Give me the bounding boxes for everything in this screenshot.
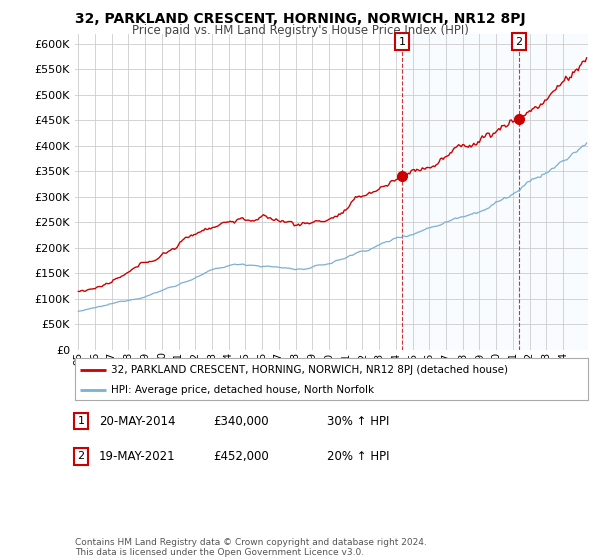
- Text: 30% ↑ HPI: 30% ↑ HPI: [327, 414, 389, 428]
- Text: 2: 2: [515, 37, 523, 47]
- Text: 1: 1: [398, 37, 406, 47]
- Text: 1: 1: [77, 416, 85, 426]
- Text: Price paid vs. HM Land Registry's House Price Index (HPI): Price paid vs. HM Land Registry's House …: [131, 24, 469, 36]
- Text: 20-MAY-2014: 20-MAY-2014: [99, 414, 176, 428]
- Bar: [402, 34, 588, 350]
- Text: 19-MAY-2021: 19-MAY-2021: [99, 450, 176, 463]
- Text: 2: 2: [77, 451, 85, 461]
- Text: 32, PARKLAND CRESCENT, HORNING, NORWICH, NR12 8PJ (detached house): 32, PARKLAND CRESCENT, HORNING, NORWICH,…: [111, 365, 508, 375]
- Text: £340,000: £340,000: [213, 414, 269, 428]
- Text: 32, PARKLAND CRESCENT, HORNING, NORWICH, NR12 8PJ: 32, PARKLAND CRESCENT, HORNING, NORWICH,…: [74, 12, 526, 26]
- Text: HPI: Average price, detached house, North Norfolk: HPI: Average price, detached house, Nort…: [111, 385, 374, 395]
- Text: 20% ↑ HPI: 20% ↑ HPI: [327, 450, 389, 463]
- Text: Contains HM Land Registry data © Crown copyright and database right 2024.
This d: Contains HM Land Registry data © Crown c…: [75, 538, 427, 557]
- Text: £452,000: £452,000: [213, 450, 269, 463]
